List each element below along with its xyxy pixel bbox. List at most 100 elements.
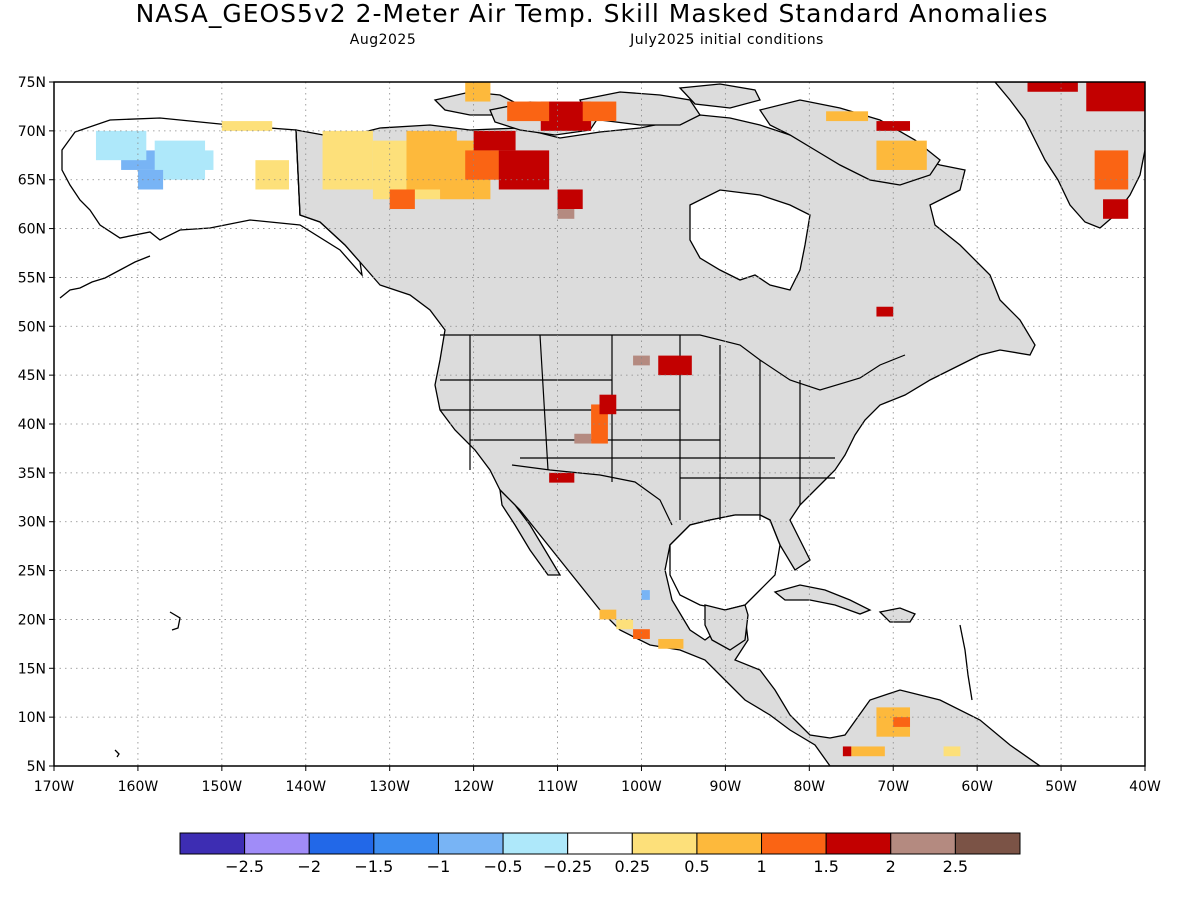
colorbar-label: 2.5 (943, 857, 968, 876)
anomaly-cell (465, 82, 491, 102)
anomaly-cell (137, 169, 164, 190)
anomaly-cell (876, 306, 894, 317)
lat-tick-label: 75N (18, 75, 46, 91)
lon-tick-label: 80W (793, 779, 825, 795)
colorbar-label: −0.5 (484, 857, 523, 876)
alaska-canada-border (295, 129, 301, 216)
lon-tick-label: 90W (710, 779, 742, 795)
hispaniola (878, 607, 916, 623)
colorbar-swatch (567, 832, 633, 855)
anomaly-cell (876, 121, 911, 131)
anomaly-cell (1027, 82, 1078, 92)
lat-tick-label: 20N (18, 612, 46, 628)
colorbar-swatch (244, 832, 310, 855)
initial-conditions: July2025 initial conditions (629, 32, 824, 48)
colorbar-label: 2 (886, 857, 896, 876)
colorbar-swatch (696, 832, 763, 855)
anomaly-cell (322, 130, 373, 190)
lat-tick-label: 5N (27, 759, 46, 775)
anomaly-cell (221, 121, 273, 131)
lon-tick-label: 70W (877, 779, 909, 795)
colorbar-label: −1.5 (354, 857, 393, 876)
anomaly-cell (1094, 150, 1129, 190)
anomaly-cell (507, 101, 550, 122)
anomaly-cell (633, 629, 650, 639)
lon-tick-label: 120W (453, 779, 494, 795)
colorbar-label: 1 (756, 857, 766, 876)
lon-tick-label: 100W (621, 779, 662, 795)
lesser-antilles (959, 624, 973, 701)
yucatan (704, 604, 749, 651)
colorbar-label: 1.5 (813, 857, 838, 876)
colorbar-swatch (437, 832, 504, 855)
anomaly-cell (1086, 82, 1145, 112)
colorbar: −2.5 −2 −1.5 −1 −0.5 −0.25 0.25 0.5 1 1.5 2 2.5 (179, 832, 1021, 876)
colorbar-label: −2 (297, 857, 321, 876)
anomaly-cell (658, 355, 692, 376)
map-panel (54, 82, 1145, 766)
lat-tick-label: 65N (18, 173, 46, 189)
lat-tick-label: 25N (18, 564, 46, 580)
anomaly-cell (389, 189, 415, 210)
lon-tick-label: 150W (202, 779, 243, 795)
colorbar-swatch (890, 832, 956, 855)
anomaly-cell (574, 433, 592, 444)
anomaly-cell (95, 130, 147, 161)
colorbar-swatch (825, 832, 892, 855)
anomaly-cell (851, 746, 885, 757)
colorbar-swatch (502, 832, 569, 855)
lon-tick-label: 170W (34, 779, 75, 795)
lat-tick-label: 55N (18, 270, 46, 286)
lat-tick-label: 35N (18, 466, 46, 482)
colorbar-label: −1 (427, 857, 451, 876)
colorbar-swatch (308, 832, 375, 855)
anomaly-cell (658, 638, 684, 649)
anomaly-cell (876, 140, 927, 170)
lon-tick-label: 110W (537, 779, 578, 795)
anomaly-cell (582, 101, 617, 122)
arctic-island-4 (678, 83, 761, 109)
anomaly-cell (549, 472, 575, 483)
lat-tick-label: 50N (18, 319, 46, 335)
cuba (773, 584, 872, 615)
latitude-labels: 75N 70N 65N 60N 55N 50N 45N 40N 35N 30N 25N 20N 15N 1… (18, 75, 54, 775)
colorbar-swatch (954, 832, 1021, 855)
anomaly-cell (893, 717, 911, 727)
gulf-of-mexico (669, 514, 781, 611)
pacific-island (169, 611, 181, 631)
colorbar-label: 0.5 (684, 857, 709, 876)
hawaii-island (114, 749, 120, 758)
anomaly-cell (188, 150, 214, 170)
us-canada-border (440, 334, 906, 391)
lat-tick-label: 40N (18, 417, 46, 433)
figure-title: NASA_GEOS5v2 2-Meter Air Temp. Skill Mas… (136, 0, 1049, 28)
colorbar-swatch (631, 832, 698, 855)
anomaly-cell (633, 355, 650, 366)
anomaly-cell (557, 189, 583, 210)
lat-tick-label: 70N (18, 124, 46, 140)
anomaly-cell (616, 619, 634, 630)
lon-tick-label: 140W (285, 779, 326, 795)
lat-tick-label: 60N (18, 222, 46, 238)
colorbar-label: −2.5 (225, 857, 264, 876)
us-mexico-border (511, 464, 673, 526)
anomaly-cell (498, 150, 550, 190)
longitude-labels: 170W 160W 150W 140W 130W 120W 110W 100W 90W 80W 70… (34, 766, 1161, 795)
hudson-bay (689, 189, 811, 291)
anomaly-overlay (95, 82, 1145, 757)
anomaly-cell (255, 160, 289, 190)
lat-tick-label: 30N (18, 515, 46, 531)
colorbar-swatch (373, 832, 439, 855)
anomaly-cell (473, 130, 516, 151)
colorbar-swatch (179, 832, 246, 855)
baja-california (499, 488, 562, 576)
anomaly-cell (599, 609, 617, 620)
greenland (994, 82, 1145, 229)
anomaly-cell (943, 746, 961, 757)
lon-tick-label: 130W (369, 779, 410, 795)
map-grid (54, 82, 1145, 766)
colorbar-label: 0.25 (614, 857, 650, 876)
lon-tick-label: 40W (1129, 779, 1161, 795)
aleutian-islands (59, 255, 151, 299)
